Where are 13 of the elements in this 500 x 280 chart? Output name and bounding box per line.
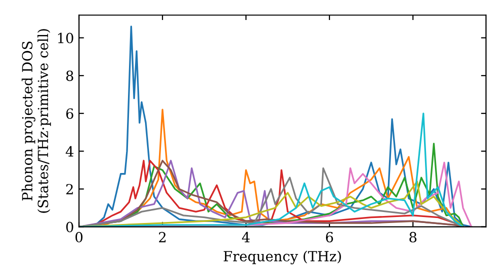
x-tick-label: 0 [75,232,82,242]
x-tick-label: 8 [409,232,416,242]
y-tick-label: 4 [66,146,74,156]
y-tick-label: 8 [66,70,74,82]
y-tick-label: 10 [58,32,74,44]
x-tick-label: 2 [159,232,166,242]
x-axis-title: Frequency (THz) [224,250,341,264]
x-tick-label: 4 [242,232,250,242]
x-tick-label: 6 [326,232,334,242]
y-tick-label: 2 [66,184,73,194]
y-tick-label: 6 [66,108,74,119]
y-axis-title: Phonon projected DOS (States/THz·primitive cell) [22,29,51,213]
y-tick-label: 0 [66,222,74,232]
